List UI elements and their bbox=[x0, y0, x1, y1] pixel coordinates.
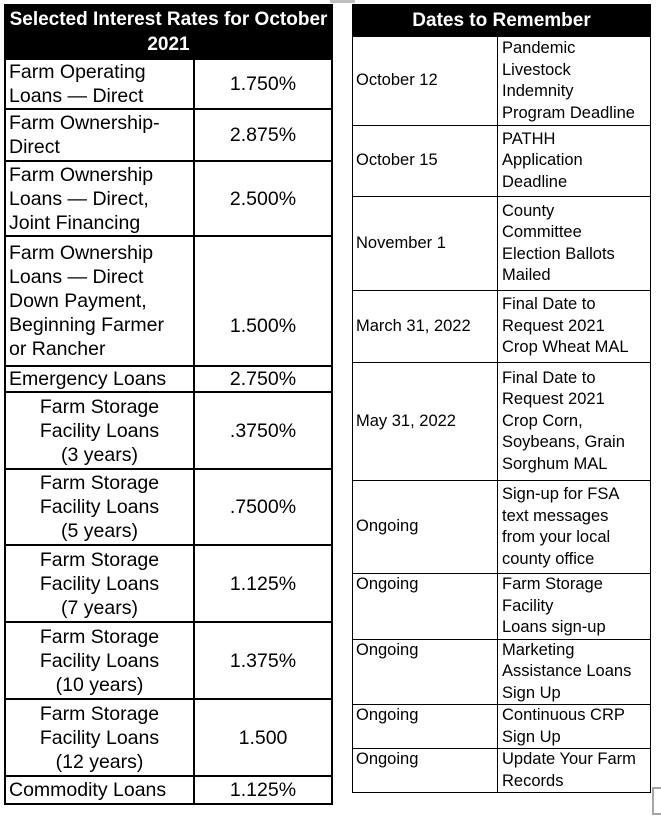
table-row: Commodity Loans 1.125% bbox=[4, 775, 333, 805]
table-row: Farm Storage Facility Loans (5 years) .7… bbox=[4, 468, 333, 546]
event-cell: Update Your Farm Records bbox=[496, 748, 652, 793]
rate-value-cell: 1.375% bbox=[193, 621, 333, 700]
loan-type-cell: Farm Ownership Loans — Direct, Joint Fin… bbox=[4, 160, 195, 237]
date-cell: November 1 bbox=[352, 196, 498, 291]
table-row: Farm Ownership- Direct 2.875% bbox=[4, 108, 333, 162]
table-row: October 12 Pandemic Livestock Indemnity … bbox=[352, 36, 652, 126]
rate-value-cell: 2.750% bbox=[193, 365, 333, 393]
resize-handle[interactable] bbox=[652, 787, 661, 815]
table-row: Farm Operating Loans — Direct 1.750% bbox=[4, 58, 333, 110]
rate-value-cell: .3750% bbox=[193, 391, 333, 470]
table-row: Farm Storage Facility Loans (10 years) 1… bbox=[4, 621, 333, 700]
dates-table-header-row: Dates to Remember bbox=[351, 4, 652, 37]
interest-rates-table: Selected Interest Rates for October 2021… bbox=[4, 4, 333, 805]
loan-type-cell: Farm Storage Facility Loans (5 years) bbox=[4, 468, 195, 546]
event-cell: Sign-up for FSA text messages from your … bbox=[496, 480, 652, 574]
table-row: Ongoing Update Your Farm Records bbox=[352, 748, 652, 793]
event-cell: PATHH Application Deadline bbox=[496, 125, 652, 197]
rate-value-cell: 1.500% bbox=[193, 235, 333, 367]
table-row: Farm Storage Facility Loans (7 years) 1.… bbox=[4, 544, 333, 623]
date-cell: March 31, 2022 bbox=[352, 290, 498, 363]
event-cell: Marketing Assistance Loans Sign Up bbox=[496, 638, 652, 705]
loan-type-cell: Commodity Loans bbox=[4, 775, 195, 805]
loan-type-cell: Farm Storage Facility Loans (10 years) bbox=[4, 621, 195, 700]
rate-value-cell: 1.125% bbox=[193, 544, 333, 623]
selection-handle-top bbox=[330, 0, 355, 3]
event-cell: Final Date to Request 2021 Crop Wheat MA… bbox=[496, 290, 652, 363]
event-cell: Continuous CRP Sign Up bbox=[496, 704, 652, 749]
table-row: Ongoing Continuous CRP Sign Up bbox=[352, 704, 652, 749]
table-row: May 31, 2022 Final Date to Request 2021 … bbox=[352, 362, 652, 481]
rates-table-header-row: Selected Interest Rates for October 2021 bbox=[4, 4, 333, 60]
loan-type-cell: Farm Storage Facility Loans (3 years) bbox=[4, 391, 195, 470]
dates-to-remember-table: Dates to Remember October 12 Pandemic Li… bbox=[351, 4, 652, 793]
loan-type-cell: Farm Storage Facility Loans (12 years) bbox=[4, 698, 195, 777]
date-cell: Ongoing bbox=[352, 704, 498, 749]
table-row: Ongoing Sign-up for FSA text messages fr… bbox=[352, 480, 652, 574]
rate-value-cell: 1.500 bbox=[193, 698, 333, 777]
table-row: Farm Storage Facility Loans (12 years) 1… bbox=[4, 698, 333, 777]
loan-type-cell: Farm Storage Facility Loans (7 years) bbox=[4, 544, 195, 623]
date-cell: October 12 bbox=[352, 36, 498, 126]
rates-table-title: Selected Interest Rates for October 2021 bbox=[4, 4, 333, 60]
event-cell: Pandemic Livestock Indemnity Program Dea… bbox=[496, 36, 652, 126]
table-row: Farm Ownership Loans — Direct Down Payme… bbox=[4, 235, 333, 367]
loan-type-cell: Farm Operating Loans — Direct bbox=[4, 58, 195, 110]
table-row: October 15 PATHH Application Deadline bbox=[352, 125, 652, 197]
date-cell: Ongoing bbox=[352, 573, 498, 640]
table-row: Emergency Loans 2.750% bbox=[4, 365, 333, 393]
event-cell: Farm Storage Facility Loans sign-up bbox=[496, 573, 652, 640]
table-row: Farm Ownership Loans — Direct, Joint Fin… bbox=[4, 160, 333, 237]
date-cell: May 31, 2022 bbox=[352, 362, 498, 481]
event-cell: Final Date to Request 2021 Crop Corn, So… bbox=[496, 362, 652, 481]
table-row: Farm Storage Facility Loans (3 years) .3… bbox=[4, 391, 333, 470]
rate-value-cell: .7500% bbox=[193, 468, 333, 546]
table-row: Ongoing Farm Storage Facility Loans sign… bbox=[352, 573, 652, 640]
date-cell: Ongoing bbox=[352, 748, 498, 793]
rate-value-cell: 1.125% bbox=[193, 775, 333, 805]
date-cell: October 15 bbox=[352, 125, 498, 197]
loan-type-cell: Farm Ownership Loans — Direct Down Payme… bbox=[4, 235, 195, 367]
dates-table-title: Dates to Remember bbox=[351, 4, 652, 37]
event-cell: County Committee Election Ballots Mailed bbox=[496, 196, 652, 291]
date-cell: Ongoing bbox=[352, 638, 498, 705]
loan-type-cell: Farm Ownership- Direct bbox=[4, 108, 195, 162]
table-row: Ongoing Marketing Assistance Loans Sign … bbox=[352, 638, 652, 705]
rate-value-cell: 2.500% bbox=[193, 160, 333, 237]
rate-value-cell: 2.875% bbox=[193, 108, 333, 162]
date-cell: Ongoing bbox=[352, 480, 498, 574]
table-row: November 1 County Committee Election Bal… bbox=[352, 196, 652, 291]
table-row: March 31, 2022 Final Date to Request 202… bbox=[352, 290, 652, 363]
rate-value-cell: 1.750% bbox=[193, 58, 333, 110]
loan-type-cell: Emergency Loans bbox=[4, 365, 195, 393]
